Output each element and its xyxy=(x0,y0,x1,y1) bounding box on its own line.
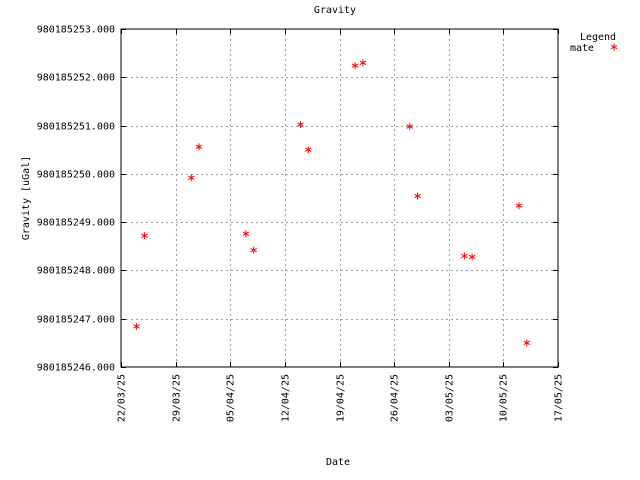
data-point xyxy=(141,232,148,240)
grid-lines xyxy=(121,29,558,367)
x-axis-label: Date xyxy=(326,457,350,468)
data-point xyxy=(195,143,203,151)
data-point xyxy=(468,253,476,261)
data-point xyxy=(242,230,250,238)
y-tick-label: 980185246.000 xyxy=(37,363,115,374)
plot-frame xyxy=(120,28,559,368)
x-tick-label: 26/04/25 xyxy=(390,374,401,422)
data-point xyxy=(133,322,140,330)
data-point xyxy=(351,62,359,70)
y-tick-label: 980185249.000 xyxy=(37,218,115,229)
x-axis: 22/03/25 29/03/25 05/04/25 12/04/25 19/04/25… xyxy=(117,29,565,422)
x-tick-label: 10/05/25 xyxy=(499,374,510,422)
data-point xyxy=(250,246,257,254)
data-point xyxy=(305,146,312,154)
x-tick-label: 17/05/25 xyxy=(554,374,565,422)
legend-marker-mate xyxy=(610,43,618,51)
legend-title: Legend xyxy=(580,32,616,43)
x-tick-label: 29/03/25 xyxy=(172,374,183,422)
y-tick-label: 980185251.000 xyxy=(37,122,115,133)
legend-entry-mate: mate xyxy=(570,43,594,54)
data-point xyxy=(515,202,523,210)
data-point xyxy=(359,59,367,67)
x-tick-label: 22/03/25 xyxy=(117,374,128,422)
legend-marker-symbol xyxy=(610,43,618,51)
x-tick-label: 05/04/25 xyxy=(226,374,237,422)
series-mate-points xyxy=(133,59,531,347)
data-point xyxy=(406,123,414,131)
y-tick-label: 980185252.000 xyxy=(37,73,115,84)
data-point xyxy=(414,192,421,200)
data-point xyxy=(187,174,195,182)
data-point xyxy=(297,121,304,129)
y-axis: 980185246.000 980185247.000 980185248.000 9… xyxy=(37,25,558,374)
chart-title: Gravity xyxy=(314,5,356,16)
data-point xyxy=(461,252,468,260)
data-point xyxy=(523,339,531,347)
y-axis-label: Gravity [uGal] xyxy=(21,156,32,240)
y-tick-label: 980185248.000 xyxy=(37,266,115,277)
x-tick-label: 19/04/25 xyxy=(336,374,347,422)
y-tick-label: 980185250.000 xyxy=(37,170,115,181)
x-tick-label: 03/05/25 xyxy=(445,374,456,422)
y-tick-label: 980185247.000 xyxy=(37,315,115,326)
legend: Legend mate xyxy=(570,32,618,54)
y-tick-label: 980185253.000 xyxy=(37,25,115,36)
x-tick-label: 12/04/25 xyxy=(281,374,292,422)
